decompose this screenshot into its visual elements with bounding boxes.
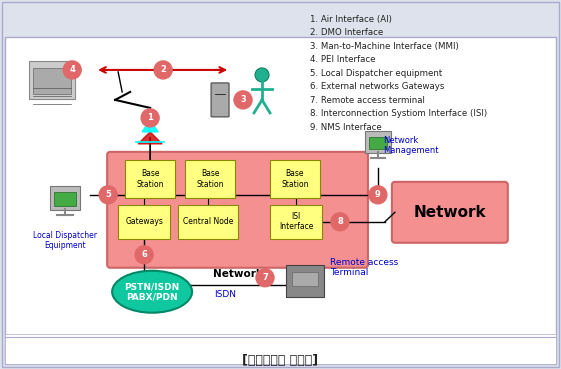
- FancyBboxPatch shape: [365, 131, 391, 153]
- FancyBboxPatch shape: [369, 137, 387, 149]
- FancyBboxPatch shape: [50, 186, 80, 210]
- FancyBboxPatch shape: [185, 160, 235, 198]
- Text: 2: 2: [160, 65, 166, 75]
- Text: [인터페이스 구성도]: [인터페이스 구성도]: [242, 354, 319, 367]
- Text: Network: Network: [413, 205, 486, 220]
- Text: 1. Air Interface (AI): 1. Air Interface (AI): [310, 15, 392, 24]
- Text: Network
Management: Network Management: [383, 136, 438, 155]
- FancyBboxPatch shape: [5, 334, 556, 364]
- Text: ISDN: ISDN: [214, 290, 236, 299]
- Text: 8: 8: [337, 217, 343, 226]
- Text: 4. PEI Interface: 4. PEI Interface: [310, 55, 375, 65]
- FancyBboxPatch shape: [211, 83, 229, 117]
- Text: Local Dispatcher
Equipment: Local Dispatcher Equipment: [33, 231, 97, 250]
- Polygon shape: [138, 132, 162, 144]
- Text: Base
Station: Base Station: [136, 169, 164, 189]
- FancyBboxPatch shape: [292, 272, 318, 286]
- Text: Gateways: Gateways: [125, 217, 163, 226]
- Text: 5: 5: [105, 190, 111, 199]
- Text: 3. Man-to-Machine Interface (MMI): 3. Man-to-Machine Interface (MMI): [310, 42, 459, 51]
- Text: 7: 7: [262, 273, 268, 282]
- Text: Network: Network: [213, 269, 263, 279]
- Circle shape: [255, 68, 269, 82]
- FancyBboxPatch shape: [29, 61, 75, 99]
- Circle shape: [154, 61, 172, 79]
- FancyBboxPatch shape: [270, 205, 322, 239]
- Circle shape: [135, 246, 153, 264]
- Circle shape: [369, 186, 387, 204]
- Polygon shape: [142, 120, 158, 132]
- Text: 4: 4: [69, 65, 75, 75]
- FancyBboxPatch shape: [178, 205, 238, 239]
- Text: 7. Remote access terminal: 7. Remote access terminal: [310, 96, 425, 105]
- Circle shape: [234, 91, 252, 109]
- Circle shape: [331, 213, 349, 231]
- Text: Base
Station: Base Station: [281, 169, 309, 189]
- Text: 6. External networks Gateways: 6. External networks Gateways: [310, 82, 444, 92]
- Circle shape: [99, 186, 117, 204]
- Text: 9: 9: [375, 190, 381, 199]
- Text: 2. DMO Interface: 2. DMO Interface: [310, 28, 383, 38]
- Text: Remote access
Terminal: Remote access Terminal: [330, 258, 398, 277]
- FancyBboxPatch shape: [392, 182, 508, 243]
- Text: 1: 1: [147, 113, 153, 123]
- Circle shape: [256, 269, 274, 287]
- Circle shape: [63, 61, 81, 79]
- Text: 9. NMS Interface: 9. NMS Interface: [310, 123, 381, 132]
- FancyBboxPatch shape: [118, 205, 170, 239]
- Text: Base
Station: Base Station: [196, 169, 224, 189]
- Text: ISI
Interface: ISI Interface: [279, 212, 313, 231]
- Circle shape: [141, 109, 159, 127]
- FancyBboxPatch shape: [270, 160, 320, 198]
- Text: 6: 6: [141, 250, 147, 259]
- FancyBboxPatch shape: [286, 265, 324, 297]
- FancyBboxPatch shape: [54, 192, 76, 206]
- Text: Central Node: Central Node: [183, 217, 233, 226]
- Text: 5. Local Dispatcher equipment: 5. Local Dispatcher equipment: [310, 69, 442, 78]
- FancyBboxPatch shape: [33, 68, 71, 94]
- FancyBboxPatch shape: [125, 160, 175, 198]
- Text: PSTN/ISDN
PABX/PDN: PSTN/ISDN PABX/PDN: [125, 282, 180, 301]
- Text: 3: 3: [240, 96, 246, 104]
- FancyBboxPatch shape: [107, 152, 368, 268]
- Text: 8. Interconnection Systiom Interface (ISI): 8. Interconnection Systiom Interface (IS…: [310, 109, 487, 118]
- Ellipse shape: [112, 271, 192, 313]
- FancyBboxPatch shape: [5, 37, 556, 364]
